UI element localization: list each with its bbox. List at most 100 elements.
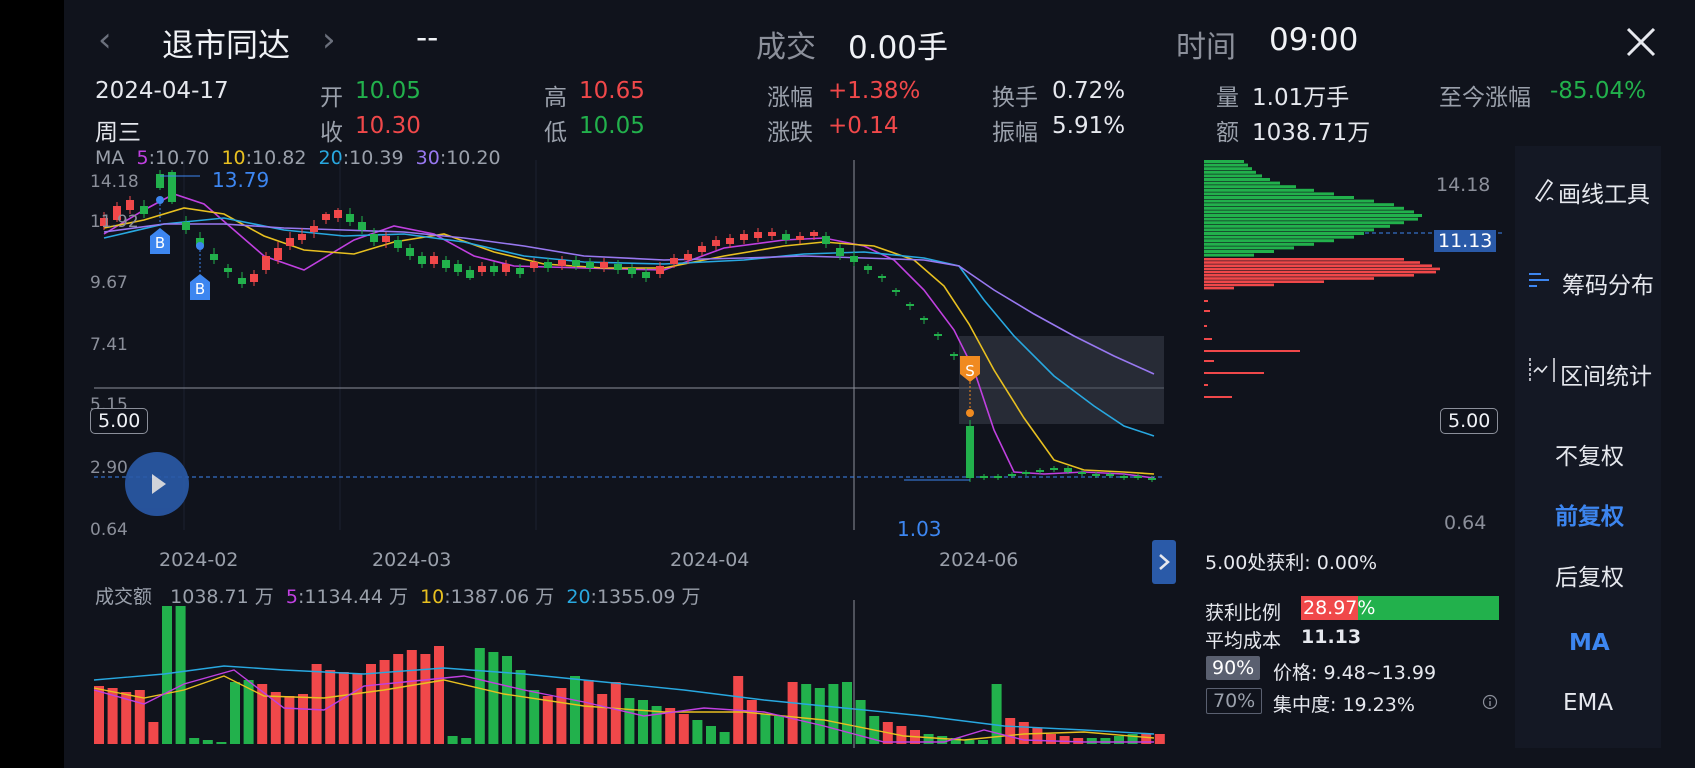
volume-bar xyxy=(461,738,472,744)
no-adjust-button[interactable]: 不复权 xyxy=(1555,444,1624,470)
chip-bar-loss xyxy=(1204,338,1212,340)
pre-adjust-button[interactable]: 前复权 xyxy=(1555,504,1624,530)
ma10-value: :10.82 xyxy=(245,147,307,169)
vol-ma5-value: :1134.44 万 xyxy=(297,586,408,608)
candle-body xyxy=(712,240,720,246)
volume-bar xyxy=(597,694,608,744)
chip-bar-profit xyxy=(1204,253,1254,257)
close-icon[interactable] xyxy=(1625,26,1657,58)
crosshair-price-right: 5.00 xyxy=(1440,408,1499,434)
amplitude-label: 振幅 xyxy=(992,120,1038,146)
buy-marker: B xyxy=(190,274,210,300)
volume-bar xyxy=(542,696,553,744)
info-icon[interactable] xyxy=(1482,694,1498,710)
volume-bar xyxy=(665,708,676,744)
post-adjust-button[interactable]: 后复权 xyxy=(1555,565,1624,591)
volume-bar xyxy=(162,606,172,744)
amplitude-value: 5.91% xyxy=(1052,113,1126,139)
candle-body xyxy=(670,258,678,264)
kline-chart[interactable]: B B S xyxy=(64,160,1204,540)
candle-body xyxy=(656,266,664,274)
volume-bar xyxy=(1100,738,1111,744)
volume-bar xyxy=(134,690,145,744)
volume-bar xyxy=(814,688,825,744)
low-value: 10.05 xyxy=(579,113,645,139)
chip-bar-loss xyxy=(1204,396,1232,398)
candle-body xyxy=(370,234,378,242)
current-price: -- xyxy=(416,20,439,56)
volume-bar xyxy=(774,716,784,744)
crosshair-price-left: 5.00 xyxy=(90,408,149,434)
ema-indicator-button[interactable]: EMA xyxy=(1563,690,1614,716)
profit-ratio-fill xyxy=(1301,596,1359,620)
volume-bar xyxy=(1127,734,1138,744)
price-axis-label: 7.41 xyxy=(90,335,128,355)
chip-bar-profit xyxy=(1204,250,1274,253)
chip-bar-loss xyxy=(1204,283,1274,287)
selection-range xyxy=(959,336,1164,424)
profit-ratio-label: 获利比例 xyxy=(1205,602,1282,624)
amount-value: 1038.71万 xyxy=(1252,120,1371,146)
range-stat-icon xyxy=(1529,358,1555,382)
chip-bar-loss xyxy=(1204,350,1300,352)
volume-bar xyxy=(202,740,213,744)
volume-bar xyxy=(746,700,757,744)
chip-bar-profit xyxy=(1204,214,1422,217)
ma-indicator-button[interactable]: MA xyxy=(1569,630,1610,656)
volume-chart[interactable] xyxy=(64,600,1194,750)
avg-cost-value: 11.13 xyxy=(1301,626,1362,648)
avg-cost-label: 平均成本 xyxy=(1205,630,1282,652)
chip-bar-loss xyxy=(1204,277,1374,280)
candle-body xyxy=(726,238,734,244)
volume-bar xyxy=(529,690,540,744)
candle-body xyxy=(600,262,608,268)
candle-body xyxy=(442,260,450,268)
candle-body xyxy=(684,254,692,260)
volume-ma-lines xyxy=(93,600,1155,748)
pct-70-button[interactable]: 70% xyxy=(1206,688,1263,714)
volume-bar xyxy=(216,742,227,744)
chip-distribution-button[interactable]: 筹码分布 xyxy=(1562,273,1654,299)
candle-body xyxy=(822,236,830,244)
draw-tool-button[interactable]: 画线工具 xyxy=(1558,182,1650,208)
pct-90-button[interactable]: 90% xyxy=(1206,656,1261,680)
chevron-left-icon[interactable]: ‹ xyxy=(98,20,112,60)
ma20-line xyxy=(103,217,1155,437)
candle-body xyxy=(346,214,354,222)
candle-body xyxy=(586,262,594,268)
low-label: 低 xyxy=(544,120,567,146)
volume-bar xyxy=(366,664,376,744)
ma5-key: 5 xyxy=(136,147,149,169)
candle-body xyxy=(994,476,1002,478)
close-value: 10.30 xyxy=(355,113,421,139)
min-price-label: 1.03 xyxy=(897,517,942,541)
volume-bar xyxy=(515,670,526,744)
change-label: 涨跌 xyxy=(767,120,813,146)
vol-ma20-line xyxy=(93,665,1155,735)
candle-body xyxy=(286,238,294,246)
candle-body xyxy=(126,200,134,210)
volume-bar xyxy=(1154,734,1165,744)
candle-body xyxy=(796,236,804,240)
change-pct-label: 涨幅 xyxy=(767,85,813,111)
sell-marker-label: S xyxy=(965,362,975,380)
chip-bar-loss xyxy=(1204,300,1208,302)
range-stat-button[interactable]: 区间统计 xyxy=(1560,364,1652,390)
chip-bar-loss xyxy=(1204,360,1214,362)
candle-body xyxy=(140,206,148,214)
price-axis-label: 9.67 xyxy=(90,273,128,293)
chip-distribution-icon xyxy=(1529,273,1549,287)
volume-bar xyxy=(1059,736,1070,744)
expand-button[interactable] xyxy=(1152,540,1176,584)
volume-bar xyxy=(828,684,839,744)
chevron-right-icon[interactable]: › xyxy=(322,20,336,60)
sell-marker-shape xyxy=(960,356,980,382)
candle-body xyxy=(322,214,330,220)
chip-bar-loss xyxy=(1204,264,1432,267)
candle-body xyxy=(274,248,282,260)
play-button[interactable] xyxy=(125,452,189,516)
volume-bar xyxy=(937,736,948,744)
volume-bar xyxy=(338,672,349,744)
volume-bar xyxy=(148,722,159,744)
profit-ratio-value: 28.97% xyxy=(1303,597,1376,619)
